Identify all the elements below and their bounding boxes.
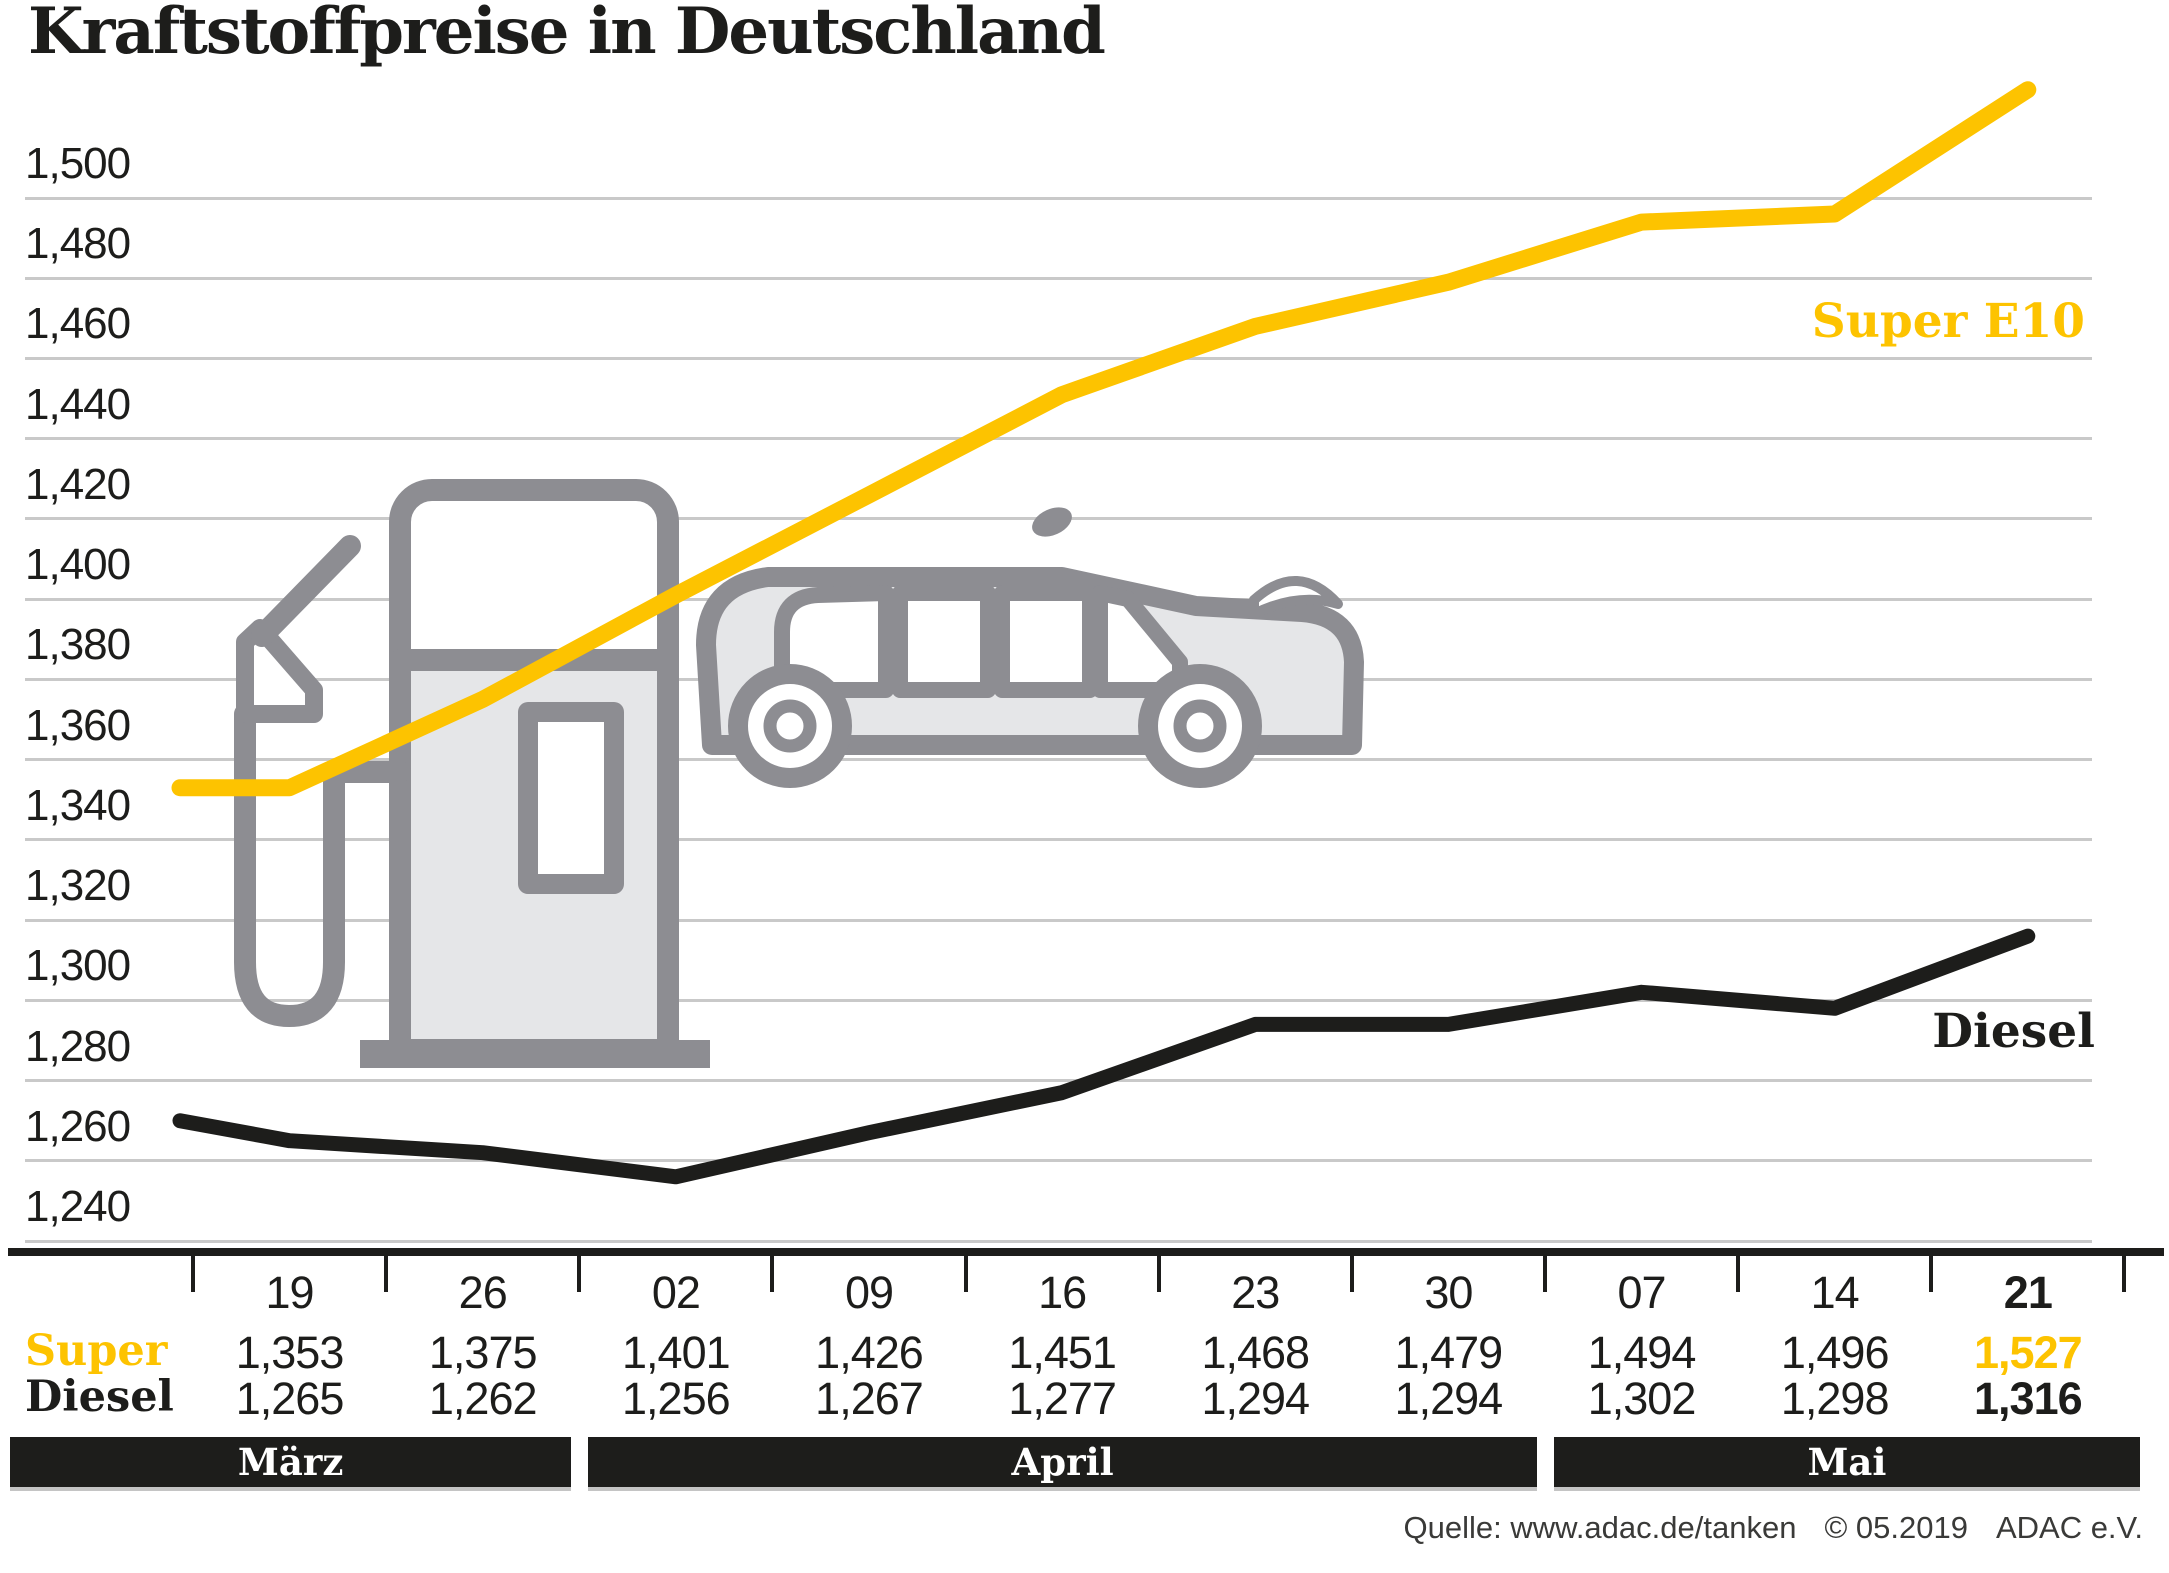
y-axis-label: 1,360 [25, 700, 131, 750]
gridline [25, 1239, 2092, 1243]
table-value: 1,302 [1587, 1373, 1697, 1424]
table-value: 1,451 [1008, 1327, 1117, 1378]
date-label: 26 [458, 1267, 508, 1318]
diesel-series-label: Diesel [1932, 1004, 2095, 1059]
table-value: 1,426 [815, 1327, 924, 1378]
y-axis-label: 1,460 [25, 299, 131, 349]
y-axis-label: 1,400 [25, 540, 131, 590]
y-axis-label: 1,380 [25, 620, 131, 670]
x-axis-tick [1349, 1256, 1354, 1292]
y-axis-label: 1,260 [25, 1101, 131, 1151]
page-title: Kraftstoffpreise in Deutschland [28, 0, 1106, 69]
source-line: Quelle: www.adac.de/tanken © 05.2019 ADA… [1404, 1510, 2143, 1546]
date-label: 23 [1231, 1267, 1280, 1318]
month-label: April [1011, 1440, 1114, 1484]
table-value: 1,496 [1780, 1327, 1890, 1378]
month-label: März [237, 1440, 344, 1484]
date-label: 09 [844, 1267, 894, 1318]
x-axis-tick [1736, 1256, 1741, 1292]
date-label: 07 [1617, 1267, 1667, 1318]
table-value: 1,298 [1780, 1373, 1890, 1424]
y-axis-label: 1,240 [25, 1182, 131, 1231]
x-axis-tick [191, 1256, 195, 1292]
table-value: 1,265 [235, 1373, 345, 1424]
y-axis-label: 1,440 [25, 379, 131, 429]
month-label: Mai [1807, 1440, 1887, 1484]
gridline [25, 276, 2092, 280]
date-label: 02 [651, 1267, 701, 1318]
date-label: 21 [2003, 1267, 2053, 1318]
table-value: 1,375 [428, 1327, 538, 1378]
x-axis-tick [963, 1256, 968, 1292]
x-axis-line [8, 1248, 2164, 1256]
table-value: 1,256 [622, 1373, 731, 1424]
gridline [25, 356, 2092, 360]
gridline [25, 437, 2092, 441]
source-org: ADAC e.V. [1995, 1510, 2143, 1545]
month-bar-märz: März [10, 1437, 572, 1487]
gridline [25, 998, 2092, 1002]
table-value: 1,267 [815, 1373, 924, 1424]
source-copyright: © 05.2019 [1824, 1510, 1968, 1545]
x-axis-tick [770, 1256, 775, 1292]
date-label: 30 [1424, 1267, 1473, 1318]
super-e10-line [171, 81, 2037, 797]
table-value: 1,401 [622, 1327, 731, 1378]
x-axis-tick [1156, 1256, 1161, 1292]
source-label: Quelle: www.adac.de/tanken [1403, 1510, 1797, 1545]
table-row-label-super: Super [25, 1326, 168, 1376]
table-value: 1,316 [1974, 1373, 2083, 1424]
gridline [25, 196, 2092, 200]
y-axis-label: 1,420 [25, 459, 131, 509]
car-icon [696, 507, 1364, 788]
y-axis-label: 1,280 [25, 1021, 131, 1071]
table-value: 1,468 [1201, 1327, 1310, 1378]
y-axis-label: 1,500 [25, 139, 131, 188]
y-axis-label: 1,320 [25, 861, 131, 911]
x-axis-tick [384, 1256, 389, 1292]
table-value: 1,479 [1394, 1327, 1504, 1378]
gridline [25, 758, 2092, 762]
gridline [25, 918, 2092, 922]
gridline [25, 1079, 2092, 1083]
table-value: 1,277 [1008, 1373, 1117, 1424]
y-axis-label: 1,480 [25, 219, 131, 269]
diesel-line [172, 928, 2036, 1185]
y-axis-label: 1,300 [25, 941, 131, 991]
date-label: 19 [265, 1267, 315, 1318]
month-bar-mai: Mai [1553, 1437, 2140, 1487]
table-value: 1,527 [1974, 1327, 2083, 1378]
gridline [25, 838, 2092, 842]
table-value: 1,494 [1587, 1327, 1697, 1378]
x-axis-tick [2122, 1256, 2127, 1292]
super-e10-series-label: Super E10 [1811, 294, 2085, 349]
table-value: 1,262 [428, 1373, 538, 1424]
gridline [25, 1159, 2092, 1163]
x-axis-tick [577, 1256, 582, 1292]
table-value: 1,294 [1394, 1373, 1504, 1424]
x-axis-tick [1929, 1256, 1934, 1292]
table-value: 1,353 [235, 1327, 345, 1378]
x-axis-tick [1542, 1256, 1547, 1292]
date-label: 16 [1038, 1267, 1087, 1318]
y-axis-label: 1,340 [25, 780, 131, 830]
table-row-label-diesel: Diesel [25, 1372, 174, 1422]
table-value: 1,294 [1201, 1373, 1310, 1424]
month-bar-april: April [588, 1437, 1537, 1487]
date-label: 14 [1810, 1267, 1860, 1318]
